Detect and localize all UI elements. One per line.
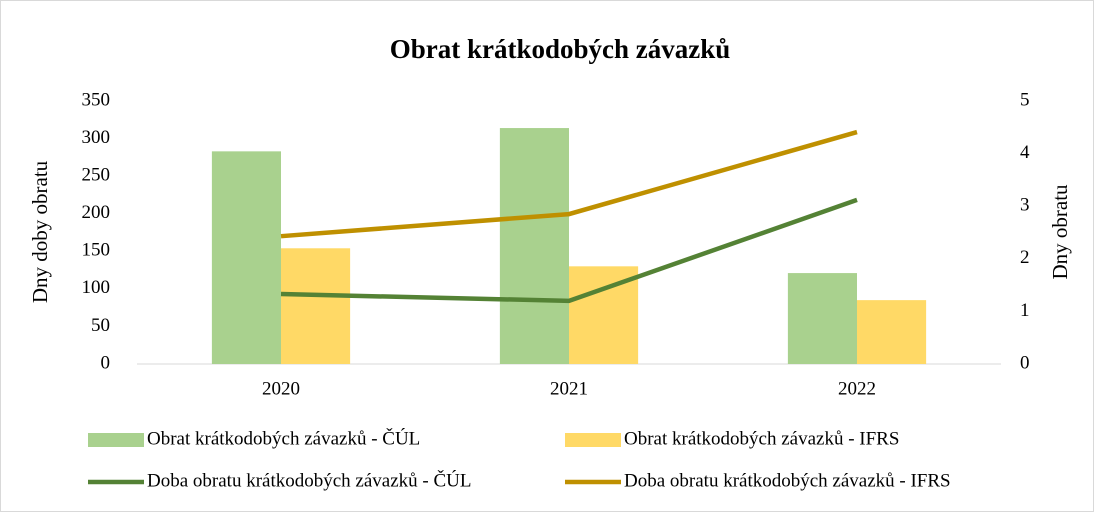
y-tick-label: 200 <box>82 202 111 223</box>
legend-label: Doba obratu krátkodobých závazků - IFRS <box>624 470 951 491</box>
y-tick-label: 250 <box>82 165 111 186</box>
legend-swatch <box>88 433 144 447</box>
y2-axis-title: Dny obratu <box>1048 184 1072 280</box>
y-tick-label: 150 <box>82 240 111 261</box>
y2-tick-label: 3 <box>1020 195 1030 216</box>
bar <box>787 273 857 364</box>
line <box>280 129 858 239</box>
bar <box>857 300 927 364</box>
y-tick-label: 100 <box>82 277 111 298</box>
legend-label: Doba obratu krátkodobých závazků - ČÚL <box>147 469 471 491</box>
y-tick-label: 0 <box>101 352 111 373</box>
x-tick-label: 2020 <box>262 378 300 399</box>
y-axis-title: Dny doby obratu <box>28 160 52 303</box>
y2-tick-label: 1 <box>1020 300 1030 321</box>
x-tick-label: 2021 <box>550 378 588 399</box>
y2-tick-label: 5 <box>1020 89 1030 110</box>
line <box>280 197 858 304</box>
y-tick-label: 350 <box>82 89 111 110</box>
bar <box>499 128 569 364</box>
bar <box>281 248 351 364</box>
chart-title: Obrat krátkodobých závazků <box>390 34 731 64</box>
legend-swatch <box>565 433 621 447</box>
y2-tick-label: 2 <box>1020 247 1030 268</box>
y-tick-label: 50 <box>91 315 110 336</box>
y2-tick-label: 4 <box>1020 142 1030 163</box>
y2-tick-label: 0 <box>1020 352 1030 373</box>
y-tick-label: 300 <box>82 127 111 148</box>
legend-label: Obrat krátkodobých závazků - IFRS <box>624 428 899 449</box>
x-tick-label: 2022 <box>838 378 876 399</box>
bar <box>211 151 281 364</box>
legend-label: Obrat krátkodobých závazků - ČÚL <box>147 427 420 449</box>
